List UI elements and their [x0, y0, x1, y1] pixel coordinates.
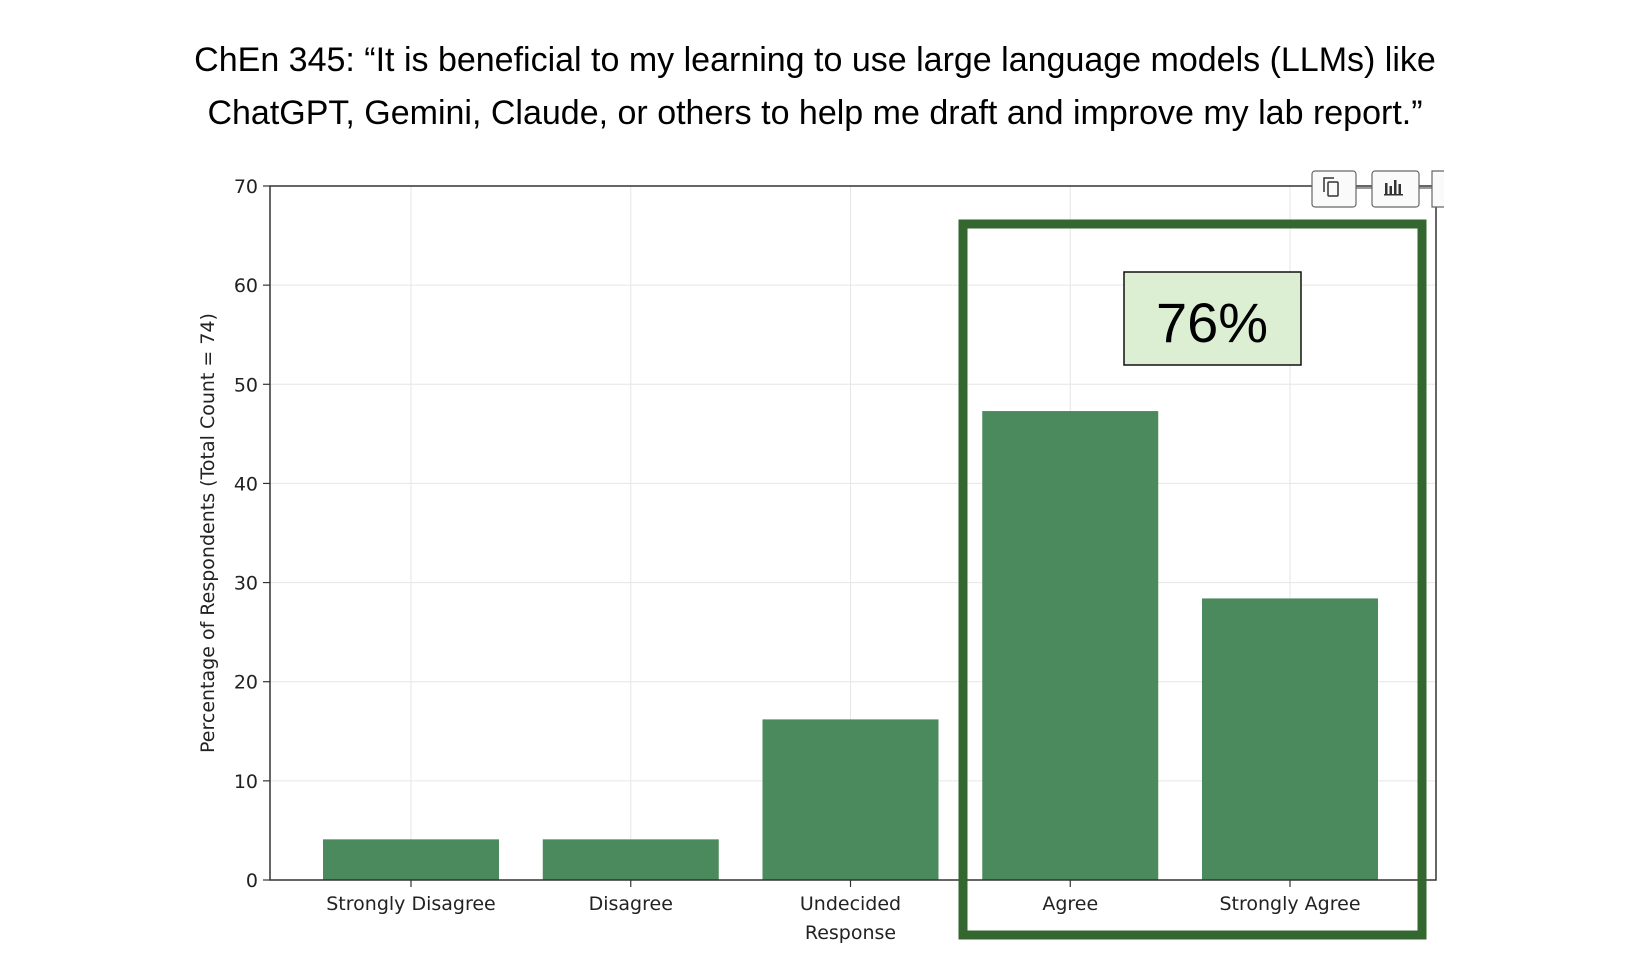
bar-chart-button[interactable]	[1371, 170, 1420, 208]
y-tick-label: 30	[234, 573, 258, 595]
y-tick-label: 60	[234, 275, 258, 297]
highlight-box	[958, 219, 1427, 940]
bars	[323, 411, 1378, 880]
copy-button[interactable]	[1311, 170, 1357, 208]
bar-chart-icon	[1384, 180, 1403, 196]
x-tick-label: Response	[805, 922, 896, 944]
title-line-2: ChatGPT, Gemini, Claude, or others to he…	[207, 94, 1423, 132]
y-tick-label: 10	[234, 771, 258, 793]
copy-icon	[1323, 177, 1339, 197]
title-line-1: ChEn 345: “It is beneficial to my learni…	[194, 41, 1436, 79]
y-tick-label: 20	[234, 672, 258, 694]
callout-text: 76%	[1156, 291, 1268, 354]
y-tick-label: 70	[234, 176, 258, 198]
bar	[542, 839, 719, 880]
y-tick-label: 0	[246, 870, 258, 892]
callout-box	[1123, 271, 1302, 366]
x-tick-label: Disagree	[589, 893, 673, 915]
bar	[982, 411, 1159, 880]
x-ticks: Strongly Disagree Disagree Undecided Respon…	[326, 880, 1361, 944]
x-tick-label: Strongly Agree	[1219, 893, 1360, 915]
y-ticks: 0 10 20 30 40 50 60 70	[234, 176, 270, 892]
percentage-callout: 76%	[1123, 271, 1302, 366]
chart-title: ChEn 345: “It is beneficial to my learni…	[0, 34, 1630, 140]
x-tick-label: Undecided	[800, 893, 901, 915]
y-tick-label: 40	[234, 473, 258, 495]
x-tick-label: Strongly Disagree	[326, 893, 495, 915]
y-tick-label: 50	[234, 374, 258, 396]
plot-frame	[269, 185, 1437, 881]
bar	[323, 839, 499, 880]
bar	[762, 719, 939, 880]
x-tick-label: Agree	[1042, 893, 1098, 915]
bar	[1202, 598, 1378, 880]
y-axis-label: Percentage of Respondents (Total Count =…	[197, 313, 219, 753]
more-button[interactable]	[1431, 170, 1444, 208]
chart-toolbar	[1311, 170, 1444, 208]
